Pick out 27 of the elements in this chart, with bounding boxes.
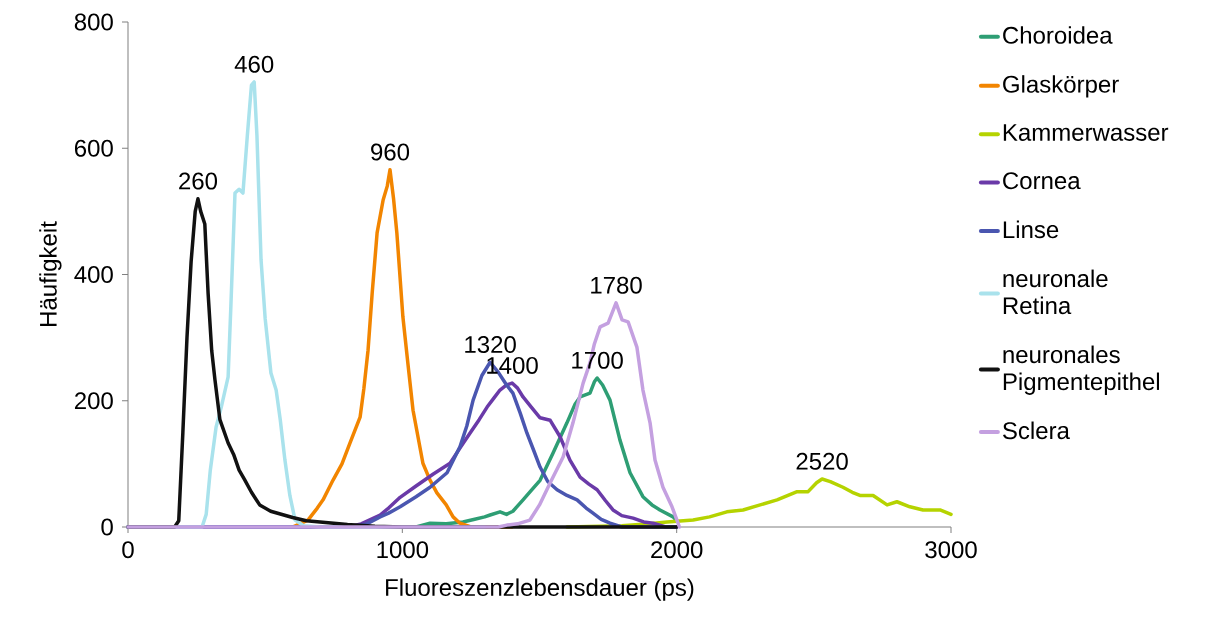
annotation: 1780 bbox=[591, 276, 642, 294]
legend-label: Choroidea bbox=[1003, 26, 1113, 44]
y-tick-label: 0 bbox=[101, 518, 113, 536]
x-tick-label: 0 bbox=[122, 541, 134, 559]
annotation: 1700 bbox=[572, 351, 623, 369]
legend-label: Linse bbox=[1003, 220, 1059, 239]
legend-label: Sclera bbox=[1002, 421, 1070, 440]
legend-label: Cornea bbox=[1003, 172, 1081, 190]
annotation: 2520 bbox=[796, 452, 848, 470]
y-axis-title: Häufigkeit bbox=[39, 221, 62, 326]
annotation: 1320 bbox=[465, 336, 516, 354]
annotation: 960 bbox=[371, 143, 410, 161]
x-axis-title: Fluoreszenzlebensdauer (ps) bbox=[386, 578, 694, 601]
x-tick-label: 3000 bbox=[925, 541, 977, 559]
legend-label: Glaskörper bbox=[1003, 75, 1119, 98]
annotation: 460 bbox=[234, 55, 274, 73]
line-series bbox=[126, 301, 682, 529]
y-tick-label: 800 bbox=[74, 13, 113, 31]
x-tick-label: 2000 bbox=[651, 541, 703, 559]
legend-label: neuronale Retina bbox=[1003, 269, 1108, 315]
annotation: 260 bbox=[179, 172, 218, 190]
x-tick-label: 1000 bbox=[377, 541, 429, 559]
legend-label: Kammerwasser bbox=[1003, 124, 1169, 141]
y-tick-label: 200 bbox=[74, 392, 113, 410]
legend-label: neuronales Pigmentepithel bbox=[1003, 345, 1160, 395]
y-tick-label: 400 bbox=[74, 266, 113, 283]
y-tick-label: 600 bbox=[74, 139, 113, 157]
